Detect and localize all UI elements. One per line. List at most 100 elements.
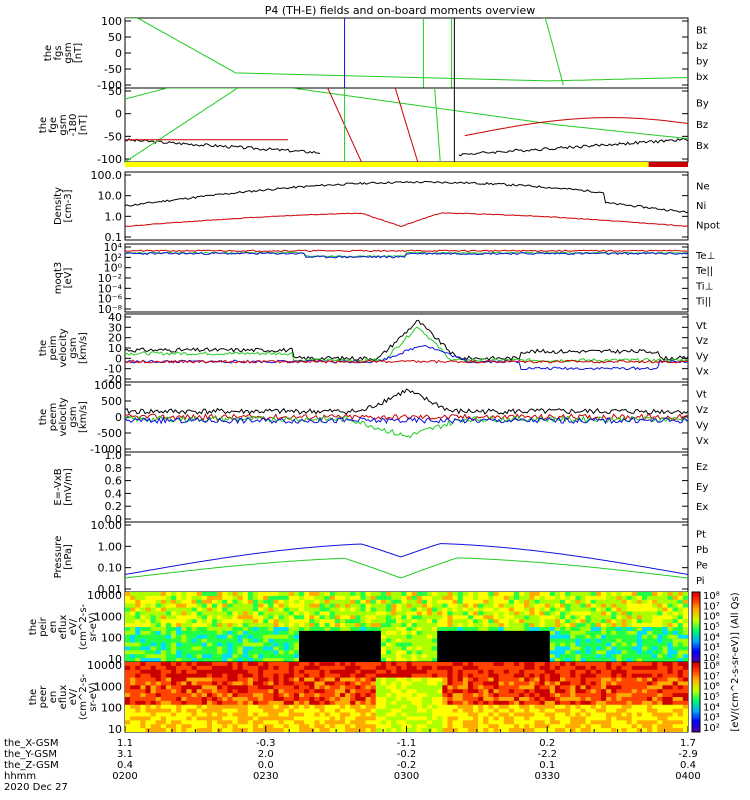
heatmap-cell — [647, 697, 653, 702]
heatmap-cell — [519, 638, 525, 644]
heatmap-cell — [600, 638, 607, 644]
heatmap-cell — [416, 728, 423, 732]
heatmap-cell — [667, 673, 674, 679]
heatmap-cell — [401, 728, 407, 732]
heatmap-cell — [350, 728, 356, 732]
heatmap-cell — [585, 669, 592, 675]
heatmap-cell — [227, 724, 233, 729]
heatmap-cell — [145, 669, 152, 675]
heatmap-cell — [345, 592, 351, 597]
heatmap-cell — [155, 708, 162, 714]
heatmap-cell — [288, 630, 295, 636]
heatmap-cell — [483, 673, 489, 679]
heatmap-cell — [641, 642, 648, 647]
heatmap-cell — [580, 693, 587, 698]
heatmap-cell — [595, 650, 602, 655]
heatmap-cell — [324, 712, 331, 717]
heatmap-cell — [242, 599, 249, 605]
heatmap-cell — [570, 662, 576, 667]
heatmap-cell — [370, 658, 377, 662]
heatmap-cell — [641, 677, 648, 682]
heatmap-cell — [186, 673, 193, 679]
heatmap-cell — [616, 669, 622, 675]
heatmap-cell — [462, 708, 469, 714]
heatmap-cell — [350, 646, 356, 651]
heatmap-cell — [421, 658, 428, 662]
heatmap-cell — [626, 697, 633, 702]
heatmap-cell — [345, 658, 351, 662]
heatmap-cell — [483, 650, 489, 655]
heatmap-cell — [549, 599, 556, 605]
heatmap-cell — [585, 592, 592, 597]
heatmap-cell — [677, 669, 684, 675]
heatmap-cell — [191, 708, 198, 714]
heatmap-cell — [242, 615, 249, 620]
heatmap-cell — [222, 650, 228, 655]
heatmap-cell — [503, 700, 510, 706]
heatmap-cell — [380, 638, 387, 644]
heatmap-cell — [590, 627, 597, 632]
heatmap-cell — [181, 716, 187, 721]
heatmap-cell — [636, 623, 643, 628]
heatmap-cell — [252, 673, 259, 679]
heatmap-cell — [626, 658, 633, 662]
heatmap-cell — [529, 673, 535, 679]
heatmap-cell — [140, 685, 146, 690]
heatmap-cell — [682, 673, 688, 679]
heatmap-cell — [539, 720, 546, 725]
heatmap-cell — [247, 669, 254, 675]
heatmap-cell — [682, 681, 688, 686]
heatmap-cell — [375, 623, 382, 628]
heatmap-cell — [524, 611, 530, 616]
heatmap-cell — [432, 619, 438, 624]
heatmap-cell — [478, 603, 484, 609]
heatmap-cell — [595, 607, 602, 612]
heatmap-cell — [176, 595, 182, 601]
heatmap-cell — [155, 646, 162, 651]
heatmap-cell — [135, 642, 141, 647]
heatmap-cell — [130, 708, 136, 714]
heatmap-cell — [186, 623, 193, 628]
heatmap-cell — [186, 615, 193, 620]
heatmap-cell — [437, 642, 443, 647]
heatmap-cell — [493, 708, 500, 714]
heatmap-cell — [212, 708, 218, 714]
heatmap-cell — [595, 685, 602, 690]
heatmap-cell — [560, 704, 566, 710]
heatmap-cell — [339, 623, 346, 628]
heatmap-cell — [258, 665, 264, 671]
heatmap-cell — [560, 728, 566, 732]
heatmap-cell — [329, 611, 336, 616]
heatmap-cell — [314, 697, 320, 702]
heatmap-cell — [334, 728, 341, 732]
heatmap-cell — [355, 720, 361, 725]
heatmap-cell — [263, 634, 269, 640]
heatmap-cell — [252, 611, 259, 616]
heatmap-cell — [416, 677, 423, 682]
heatmap-cell — [334, 615, 341, 620]
heatmap-cell — [181, 724, 187, 729]
heatmap-cell — [519, 677, 525, 682]
heatmap-cell — [339, 704, 346, 710]
heatmap-cell — [452, 689, 459, 694]
heatmap-cell — [539, 627, 546, 632]
heatmap-cell — [360, 599, 367, 605]
heatmap-cell — [667, 592, 674, 597]
heatmap-cell — [391, 638, 397, 644]
heatmap-cell — [196, 619, 203, 624]
heatmap-cell — [201, 634, 208, 640]
x-tick-label: 0.2 — [539, 738, 555, 749]
heatmap-cell — [534, 728, 541, 732]
heatmap-cell — [631, 665, 638, 671]
heatmap-cell — [554, 642, 561, 647]
series-vx — [125, 416, 688, 425]
heatmap-cell — [227, 642, 233, 647]
heatmap-cell — [600, 642, 607, 647]
heatmap-cell — [155, 615, 162, 620]
heatmap-cell — [539, 607, 546, 612]
heatmap-cell — [411, 669, 418, 675]
heatmap-cell — [513, 716, 520, 721]
heatmap-cell — [125, 638, 131, 644]
heatmap-cell — [406, 693, 413, 698]
heatmap-cell — [452, 634, 459, 640]
